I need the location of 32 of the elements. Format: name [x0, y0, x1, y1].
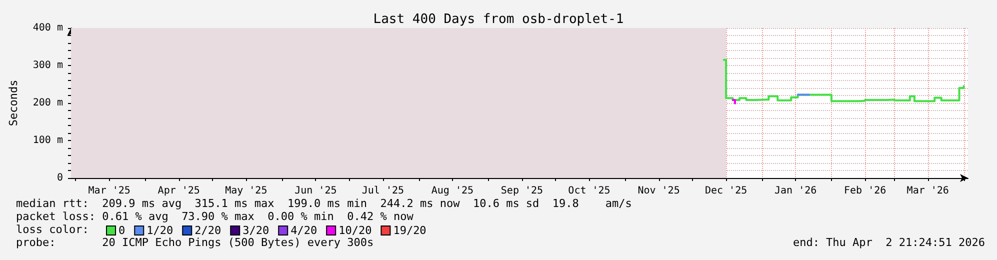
x-tick-label: Mar '26	[906, 186, 949, 196]
legend-label: 19/20	[393, 224, 426, 237]
chart-title: Last 400 Days from osb-droplet-1	[373, 12, 624, 27]
x-tick-label: May '25	[225, 186, 268, 196]
x-tick-label: Jul '25	[362, 186, 404, 196]
x-tick-label: Oct '25	[568, 186, 610, 196]
x-tick-label: Feb '26	[844, 186, 886, 196]
x-tick-label: Nov '25	[638, 186, 680, 196]
y-tick-label: 200 m	[32, 98, 63, 108]
legend-label: 10/20	[338, 224, 372, 237]
text: end: Thu Apr 2 21:24:51 2026	[792, 236, 986, 249]
text: probe: 20 ICMP Echo Pings (500 Bytes) every 300s	[16, 236, 374, 249]
y-tick-label: 0	[56, 172, 63, 184]
legend-label: 0	[118, 224, 126, 237]
x-tick-label: Dec '25	[704, 186, 748, 196]
legend-label: 2/20	[194, 224, 222, 237]
legend-title: loss color:	[16, 223, 89, 236]
y-tick-label: 300 m	[32, 60, 63, 71]
x-tick-label: Mar '25	[88, 186, 130, 196]
text: median rtt: 209.9 ms avg 315.1 ms max 199.0 ms min 244.2 ms now 10.6 ms sd 19.8 am/s	[16, 197, 632, 210]
legend-label: 3/20	[242, 224, 270, 237]
x-tick-label: Jan '26	[774, 186, 817, 196]
legend-label: 1/20	[146, 224, 174, 237]
x-tick-label: Aug '25	[431, 186, 474, 196]
text: packet loss: 0.61 % avg 73.90 % max 0.00 % min 0.42 % now	[16, 210, 414, 223]
y-tick-label: 400 m	[32, 22, 63, 34]
x-tick-label: Apr '25	[158, 186, 200, 196]
legend-label: 4/20	[290, 224, 318, 237]
y-tick-label: 100 m	[32, 135, 63, 146]
x-tick-label: Sep '25	[500, 186, 544, 196]
y-axis-title: Seconds	[7, 80, 20, 126]
x-tick-label: Jun '25	[294, 186, 337, 196]
